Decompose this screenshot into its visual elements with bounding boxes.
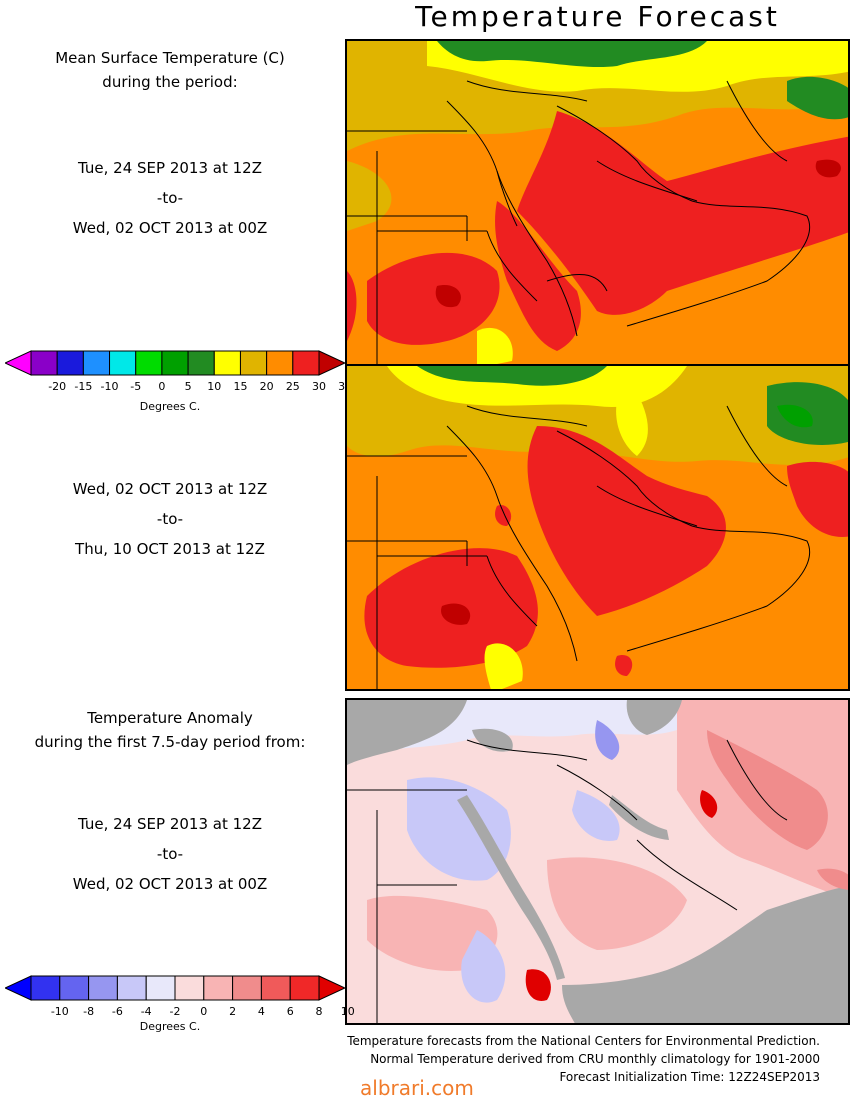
temperature-colorbar-low-arrow — [5, 350, 32, 376]
anomaly-colorbar-swatch — [59, 975, 90, 1001]
temperature-colorbar-tick-label: -20 — [48, 380, 67, 393]
panel2-start: Wed, 02 OCT 2013 at 12Z — [72, 480, 268, 498]
panel2-to: -to- — [156, 510, 184, 528]
anomaly-colorbar-swatch — [174, 975, 205, 1001]
anomaly-colorbar-swatch — [289, 975, 320, 1001]
panel3-heading-line2: during the first 7.5-day period from: — [34, 733, 306, 751]
anomaly-colorbar — [5, 975, 345, 1001]
panel2-period: Wed, 02 OCT 2013 at 12Z -to- Thu, 10 OCT… — [0, 474, 340, 564]
anomaly-colorbar-ticks: -10 -8 -6 -4 -2 0 2 4 6 8 10 — [0, 1005, 355, 1019]
anomaly-colorbar-swatch — [232, 975, 262, 1001]
anomaly-colorbar-tick-label: -6 — [111, 1005, 123, 1018]
forecast-map-week2 — [345, 364, 850, 691]
temperature-colorbar-tick-label: 0 — [158, 380, 166, 393]
temperature-colorbar-swatch — [109, 350, 137, 376]
temperature-colorbar-swatch — [30, 350, 58, 376]
temperature-colorbar — [5, 350, 345, 376]
temperature-colorbar-ticks: -20 -15 -10 -5 0 5 10 15 20 25 30 35 — [0, 380, 352, 394]
anomaly-colorbar-swatch — [203, 975, 234, 1001]
anomaly-colorbar-tick-label: -10 — [50, 1005, 69, 1018]
temperature-colorbar-tick-label: 30 — [312, 380, 326, 393]
anomaly-colorbar-tick-label: -2 — [169, 1005, 181, 1018]
temperature-colorbar-tick-label: 20 — [259, 380, 274, 393]
footer-credit-cru: Normal Temperature derived from CRU mont… — [370, 1052, 820, 1066]
panel3-heading-line1: Temperature Anomaly — [87, 709, 253, 727]
anomaly-map — [345, 698, 850, 1025]
temperature-colorbar-tick-label: 15 — [233, 380, 248, 393]
anomaly-colorbar-tick-label: 2 — [229, 1005, 237, 1018]
panel1-start: Tue, 24 SEP 2013 at 12Z — [78, 159, 262, 177]
anomaly-colorbar-high-arrow — [318, 975, 345, 1001]
forecast-map-week1 — [345, 39, 850, 366]
temperature-colorbar-swatch — [56, 350, 84, 376]
panel1-period: Tue, 24 SEP 2013 at 12Z -to- Wed, 02 OCT… — [0, 153, 340, 243]
panel1-heading: Mean Surface Temperature (C) during the … — [0, 46, 340, 94]
panel1-heading-line2: during the period: — [102, 73, 238, 91]
temperature-colorbar-swatch — [292, 350, 320, 376]
anomaly-colorbar-tick-label: 6 — [286, 1005, 294, 1018]
panel3-heading: Temperature Anomaly during the first 7.5… — [0, 706, 340, 754]
anomaly-colorbar-swatch — [30, 975, 61, 1001]
page-title: Temperature Forecast — [415, 0, 780, 33]
temperature-colorbar-tick-label: -5 — [130, 380, 142, 393]
anomaly-colorbar-swatch — [116, 975, 147, 1001]
anomaly-colorbar-tick-label: 0 — [200, 1005, 208, 1018]
anomaly-colorbar-tick-label: 4 — [257, 1005, 265, 1018]
anomaly-colorbar-low-arrow — [5, 975, 32, 1001]
anomaly-colorbar-tick-label: 10 — [340, 1005, 355, 1018]
temperature-colorbar-high-arrow — [318, 350, 345, 376]
temperature-colorbar-swatch — [135, 350, 163, 376]
panel1-end: Wed, 02 OCT 2013 at 00Z — [72, 219, 268, 237]
panel3-start: Tue, 24 SEP 2013 at 12Z — [78, 815, 262, 833]
temperature-colorbar-swatch — [187, 350, 215, 376]
anomaly-colorbar-tick-label: -4 — [140, 1005, 152, 1018]
temperature-colorbar-swatch — [213, 350, 241, 376]
anomaly-colorbar-tick-label: 8 — [315, 1005, 323, 1018]
panel3-end: Wed, 02 OCT 2013 at 00Z — [72, 875, 268, 893]
temperature-colorbar-swatch — [161, 350, 189, 376]
temperature-colorbar-swatch — [266, 350, 294, 376]
anomaly-colorbar-swatch — [145, 975, 176, 1001]
anomaly-colorbar-units: Degrees C. — [139, 1020, 201, 1033]
temperature-colorbar-tick-label: -15 — [74, 380, 93, 393]
panel3-period: Tue, 24 SEP 2013 at 12Z -to- Wed, 02 OCT… — [0, 809, 340, 899]
temperature-colorbar-swatch — [82, 350, 111, 376]
anomaly-colorbar-swatch — [88, 975, 118, 1001]
temperature-colorbar-units: Degrees C. — [139, 400, 201, 413]
anomaly-colorbar-tick-label: -8 — [83, 1005, 95, 1018]
watermark: albrari.com — [360, 1076, 474, 1100]
panel1-to: -to- — [156, 189, 184, 207]
panel3-to: -to- — [156, 845, 184, 863]
temperature-colorbar-swatch — [239, 350, 268, 376]
temperature-colorbar-tick-label: 5 — [184, 380, 192, 393]
footer-credit-nwp: Temperature forecasts from the National … — [347, 1034, 820, 1048]
panel1-heading-line1: Mean Surface Temperature (C) — [55, 49, 285, 67]
panel2-end: Thu, 10 OCT 2013 at 12Z — [75, 540, 265, 558]
footer-init-time: Forecast Initialization Time: 12Z24SEP20… — [559, 1070, 820, 1084]
temperature-colorbar-tick-label: 25 — [285, 380, 300, 393]
anomaly-colorbar-swatch — [260, 975, 291, 1001]
temperature-colorbar-tick-label: -10 — [100, 380, 119, 393]
temperature-colorbar-tick-label: 10 — [207, 380, 222, 393]
